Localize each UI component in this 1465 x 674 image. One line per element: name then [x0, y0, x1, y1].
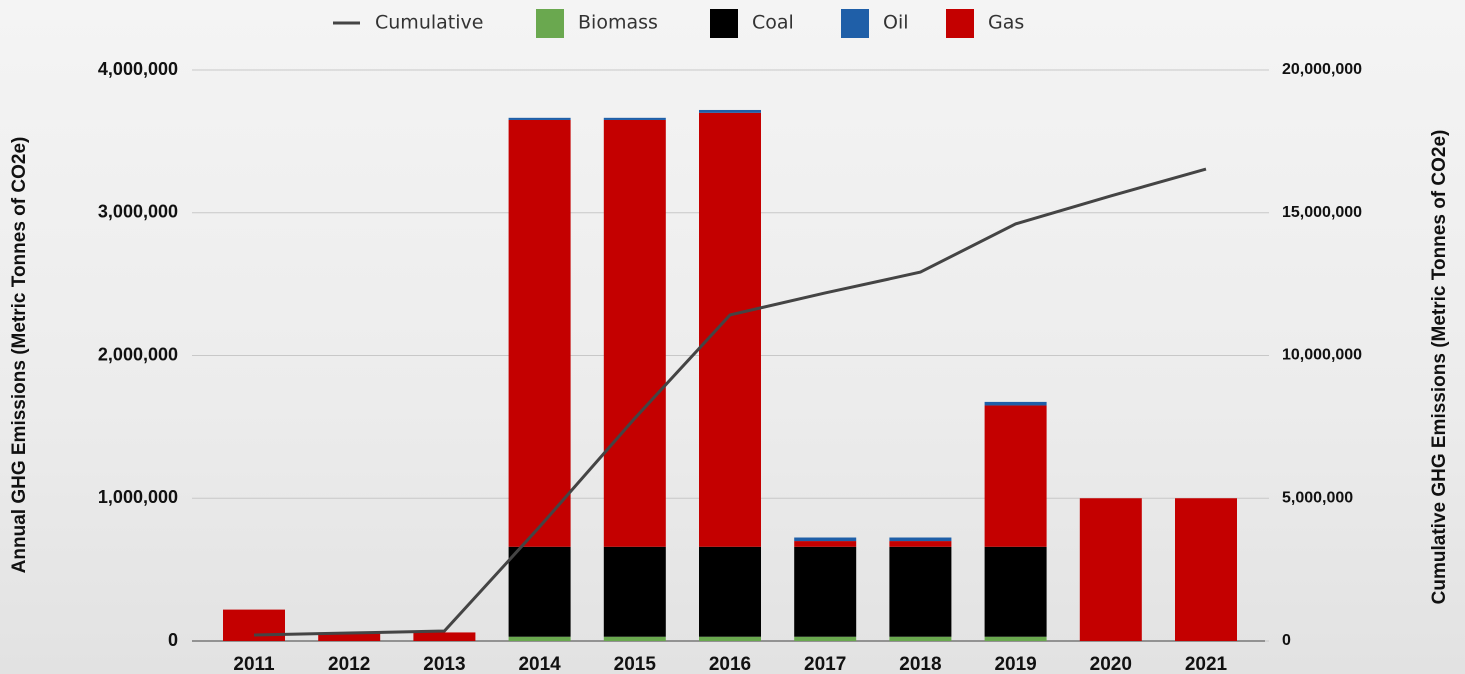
bar-segment [603, 119, 666, 547]
bar-segment [318, 632, 381, 641]
bar-segment [699, 109, 761, 113]
bar-segment [699, 636, 761, 641]
x-tick-label: 2014 [518, 654, 561, 674]
bar-segment [794, 546, 857, 637]
x-tick-label: 2016 [709, 654, 751, 674]
x-tick-label: 2021 [1185, 654, 1228, 674]
bar-segment [603, 117, 666, 120]
bar-segment [889, 537, 952, 542]
legend-label: Gas [988, 12, 1024, 34]
bar-segment [223, 609, 285, 641]
bar-segment [984, 546, 1047, 637]
bar-segment [508, 546, 571, 637]
bar-segment [508, 117, 571, 120]
x-tick-label: 2013 [423, 654, 465, 674]
bar-segment [984, 401, 1047, 406]
legend-swatch [536, 9, 564, 38]
legend-label: Cumulative [375, 12, 483, 34]
bar-segment [1175, 498, 1237, 641]
x-tick-label: 2017 [804, 654, 846, 674]
y2-axis-title: Cumulative GHG Emissions (Metric Tonnes … [1429, 130, 1450, 605]
legend-label: Coal [752, 12, 794, 34]
x-tick-label: 2011 [233, 654, 275, 674]
bar-segment [889, 541, 952, 547]
x-tick-label: 2018 [899, 654, 941, 674]
y-tick-label: 1,000,000 [98, 487, 178, 507]
bar-segment [984, 636, 1047, 641]
bar-segment [699, 112, 761, 547]
y2-tick-label: 15,000,000 [1282, 204, 1362, 221]
y-tick-label: 2,000,000 [98, 344, 178, 364]
y2-tick-label: 10,000,000 [1282, 347, 1362, 364]
bar-segment [603, 546, 666, 637]
legend-swatch [841, 9, 869, 38]
x-tick-label: 2015 [614, 654, 657, 674]
bar-segment [889, 636, 952, 641]
y-axis-title: Annual GHG Emissions (Metric Tonnes of C… [9, 137, 30, 574]
bar-segment [508, 636, 571, 641]
y2-tick-label: 5,000,000 [1282, 489, 1353, 506]
bar-segment [413, 632, 476, 641]
bar-segment [889, 546, 952, 637]
legend-label: Biomass [578, 12, 658, 34]
bar-segment [699, 546, 761, 637]
bar-segment [794, 541, 857, 547]
bar-segment [794, 636, 857, 641]
bar-segment [1079, 498, 1142, 641]
y-tick-label: 0 [168, 630, 178, 650]
legend-swatch [710, 9, 738, 38]
x-tick-label: 2012 [328, 654, 370, 674]
bar-segment [603, 636, 666, 641]
y2-tick-label: 0 [1282, 632, 1291, 649]
bar-segment [794, 537, 857, 542]
y2-tick-label: 20,000,000 [1282, 61, 1362, 78]
bar-segment [984, 405, 1047, 547]
legend-label: Oil [883, 12, 909, 34]
cumulative-line [253, 167, 1207, 637]
x-tick-label: 2019 [994, 654, 1036, 674]
y-tick-label: 3,000,000 [98, 202, 178, 222]
y-tick-label: 4,000,000 [98, 59, 178, 79]
legend-swatch [946, 9, 974, 38]
x-tick-label: 2020 [1090, 654, 1132, 674]
bar-segment [508, 119, 571, 547]
